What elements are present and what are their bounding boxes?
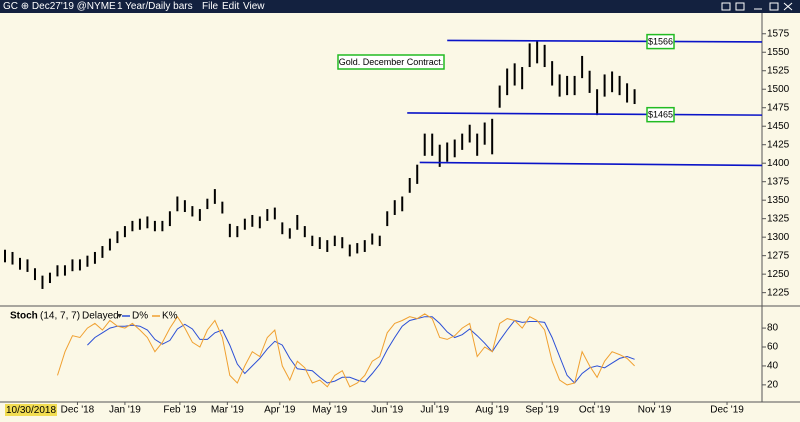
toolbar: GC ⊕ Dec27'19 @NYME 1 Year/Daily bars Fi… [0, 0, 800, 13]
y-tick-label: 1375 [767, 176, 790, 187]
stoch-params: (14, 7, 7) [40, 311, 80, 322]
y-tick-label: 40 [767, 361, 779, 372]
stoch-title: Stoch [10, 311, 38, 322]
price-label-box [646, 106, 675, 123]
x-tick-label: Dec '18 [61, 405, 95, 416]
x-tick-label: Mar '19 [211, 405, 244, 416]
x-tick-label: Nov '19 [638, 405, 672, 416]
price-label: $1465 [648, 110, 673, 120]
legend-label: D% [132, 311, 148, 322]
dropdown-icon[interactable] [117, 314, 122, 318]
y-tick-label: 20 [767, 380, 779, 391]
chart: Stoch (14, 7, 7) Delayed 1225 1250 1275 130… [0, 13, 800, 422]
stoch-line [87, 316, 635, 384]
y-tick-label: 1425 [767, 139, 790, 150]
x-tick-label: Oct '19 [579, 405, 611, 416]
x-tick-label: Sep '19 [525, 405, 559, 416]
annotation: Gold. December Contract. [339, 57, 444, 67]
y-tick-label: 60 [767, 342, 779, 353]
period[interactable]: 1 Year/Daily bars [117, 1, 193, 12]
start-date: 10/30/2018 [6, 405, 56, 416]
menu[interactable]: View [243, 1, 265, 12]
menu[interactable]: Edit [222, 1, 240, 12]
x-tick-label: Dec '19 [710, 405, 744, 416]
annotation-box [337, 54, 445, 70]
y-tick-label: 1575 [767, 28, 790, 39]
y-tick-label: 1450 [767, 121, 790, 132]
y-tick-label: 1300 [767, 232, 790, 243]
window-icons [721, 2, 793, 11]
y-tick-label: 1250 [767, 269, 790, 280]
trend-line [407, 112, 763, 116]
icon[interactable] [783, 2, 793, 11]
x-tick-label: Jan '19 [109, 405, 141, 416]
x-tick-label: Feb '19 [163, 405, 196, 416]
icon[interactable] [735, 2, 745, 11]
stoch-line [57, 313, 635, 388]
y-tick-label: 1525 [767, 65, 790, 76]
background [0, 13, 800, 422]
menu[interactable]: File [202, 1, 219, 12]
y-tick-label: 80 [767, 323, 779, 334]
x-tick-label: May '19 [312, 405, 347, 416]
price-label-box [646, 33, 675, 50]
icon[interactable] [769, 2, 779, 11]
y-tick-label: 1400 [767, 158, 790, 169]
x-tick-label: Aug '19 [475, 405, 509, 416]
y-tick-label: 1325 [767, 213, 790, 224]
y-tick-label: 1500 [767, 84, 790, 95]
x-tick-label: Apr '19 [264, 405, 296, 416]
y-tick-label: 1475 [767, 102, 790, 113]
legend-label: K% [162, 311, 178, 322]
icon[interactable] [721, 2, 731, 11]
y-tick-label: 1275 [767, 250, 790, 261]
y-tick-label: 1225 [767, 287, 790, 298]
trend-line [419, 161, 763, 167]
y-tick-label: 1350 [767, 195, 790, 206]
price-label: $1566 [648, 36, 673, 46]
trend-line [447, 39, 763, 43]
stoch-note: Delayed [82, 311, 119, 322]
start-date-box [5, 404, 57, 416]
y-tick-label: 1550 [767, 47, 790, 58]
x-tick-label: Jun '19 [371, 405, 403, 416]
symbol[interactable]: GC ⊕ Dec27'19 @NYME [3, 1, 116, 12]
x-tick-label: Jul '19 [420, 405, 449, 416]
